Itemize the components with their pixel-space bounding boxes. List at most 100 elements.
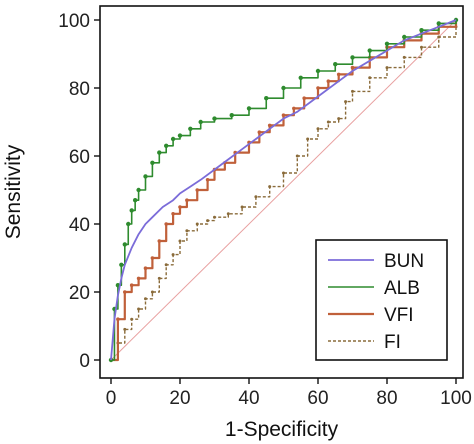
plot-border bbox=[99, 5, 464, 379]
series-point-alb bbox=[188, 126, 193, 131]
series-point-alb bbox=[164, 143, 169, 148]
series-point-vfi bbox=[326, 79, 331, 83]
series-point-fi bbox=[282, 171, 285, 175]
series-bun bbox=[110, 19, 457, 361]
y-tick-label: 20 bbox=[69, 283, 90, 304]
x-tick-label: 20 bbox=[169, 388, 190, 409]
series-point-vfi bbox=[257, 130, 262, 134]
series-point-vfi bbox=[350, 65, 355, 70]
series-point-alb bbox=[436, 21, 441, 26]
series-point-fi bbox=[268, 185, 272, 189]
legend-label-vfi: VFI bbox=[384, 305, 414, 326]
legend-box bbox=[315, 239, 448, 361]
x-tick-label: 100 bbox=[440, 388, 472, 409]
series-point-fi bbox=[385, 66, 389, 70]
y-tick-label: 40 bbox=[69, 215, 90, 236]
legend-label-fi: FI bbox=[384, 332, 401, 353]
series-point-alb bbox=[129, 208, 134, 213]
series-line-fi bbox=[111, 26, 457, 361]
series-point-fi bbox=[326, 120, 330, 124]
x-tick-label: 60 bbox=[307, 388, 328, 409]
series-line-bun bbox=[110, 19, 457, 361]
series-point-alb bbox=[281, 85, 286, 91]
series-point-fi bbox=[171, 253, 175, 257]
series-point-fi bbox=[206, 219, 210, 223]
series-point-vfi bbox=[123, 290, 127, 294]
series-point-fi bbox=[150, 290, 154, 294]
series-point-fi bbox=[337, 117, 341, 121]
series-layer bbox=[108, 17, 459, 363]
series-point-fi bbox=[185, 229, 189, 233]
series-point-alb bbox=[150, 160, 155, 165]
x-axis-title: 1-Specificity bbox=[225, 418, 339, 441]
series-point-fi bbox=[368, 76, 372, 80]
legend-label-alb: ALB bbox=[384, 278, 420, 299]
series-point-vfi bbox=[157, 239, 162, 243]
series-point-fi bbox=[213, 215, 216, 219]
series-point-vfi bbox=[302, 96, 307, 100]
series-point-fi bbox=[344, 100, 348, 104]
series-point-alb bbox=[157, 150, 162, 155]
series-point-alb bbox=[119, 262, 124, 267]
series-point-fi bbox=[130, 317, 134, 321]
series-point-fi bbox=[195, 222, 199, 226]
legend-label-bun: BUN bbox=[384, 251, 424, 272]
series-point-vfi bbox=[178, 205, 182, 209]
series-point-fi bbox=[240, 205, 244, 209]
plot-frame bbox=[99, 5, 464, 379]
series-point-vfi bbox=[205, 178, 210, 182]
series-point-alb bbox=[143, 174, 148, 179]
series-point-alb bbox=[122, 242, 128, 247]
series-point-vfi bbox=[171, 212, 175, 216]
series-point-vfi bbox=[267, 123, 272, 128]
y-tick-label: 60 bbox=[69, 147, 90, 168]
legend: BUN ALB VFI FI bbox=[315, 239, 448, 361]
series-point-fi bbox=[178, 239, 182, 243]
series-point-fi bbox=[226, 212, 230, 216]
series-point-alb bbox=[367, 48, 372, 53]
y-tick-label: 0 bbox=[79, 351, 90, 372]
series-point-fi bbox=[306, 137, 310, 141]
series-point-alb bbox=[402, 34, 407, 40]
x-tick-label: 0 bbox=[106, 388, 117, 409]
series-point-alb bbox=[350, 55, 355, 60]
y-tick-label: 100 bbox=[58, 11, 90, 32]
series-point-alb bbox=[333, 61, 338, 67]
series-point-fi bbox=[420, 45, 423, 49]
series-point-alb bbox=[298, 75, 303, 81]
reference-diagonal bbox=[110, 19, 457, 361]
series-point-fi bbox=[402, 55, 406, 59]
series-point-alb bbox=[132, 198, 138, 203]
y-tick-label: 80 bbox=[69, 79, 90, 100]
series-point-fi bbox=[157, 276, 161, 280]
series-point-fi bbox=[316, 127, 320, 131]
series-point-vfi bbox=[129, 283, 134, 288]
series-point-vfi bbox=[143, 266, 148, 271]
axis-ticks: 0 20 40 60 80 100 0 20 40 60 80 100 bbox=[58, 11, 472, 409]
series-point-vfi bbox=[292, 106, 296, 111]
series-point-vfi bbox=[185, 198, 189, 202]
y-axis-title: Sensitivity bbox=[2, 144, 25, 239]
series-point-alb bbox=[229, 113, 234, 118]
series-point-fi bbox=[164, 263, 168, 267]
series-alb bbox=[108, 17, 459, 363]
series-point-fi bbox=[144, 297, 147, 301]
series-point-alb bbox=[384, 41, 390, 46]
series-point-alb bbox=[419, 28, 424, 33]
series-point-vfi bbox=[150, 256, 155, 260]
x-tick-label: 80 bbox=[376, 388, 397, 409]
reference-line-layer bbox=[110, 19, 457, 361]
series-point-vfi bbox=[136, 276, 141, 281]
series-point-fi bbox=[351, 89, 354, 93]
series-point-alb bbox=[246, 106, 252, 111]
series-point-vfi bbox=[336, 72, 341, 77]
series-point-alb bbox=[126, 221, 131, 227]
x-tick-label: 40 bbox=[238, 388, 259, 409]
series-point-vfi bbox=[116, 317, 120, 322]
series-point-vfi bbox=[195, 188, 200, 192]
series-point-fi bbox=[295, 154, 299, 158]
series-point-alb bbox=[264, 96, 269, 101]
series-point-alb bbox=[136, 187, 141, 193]
series-point-alb bbox=[315, 68, 321, 74]
